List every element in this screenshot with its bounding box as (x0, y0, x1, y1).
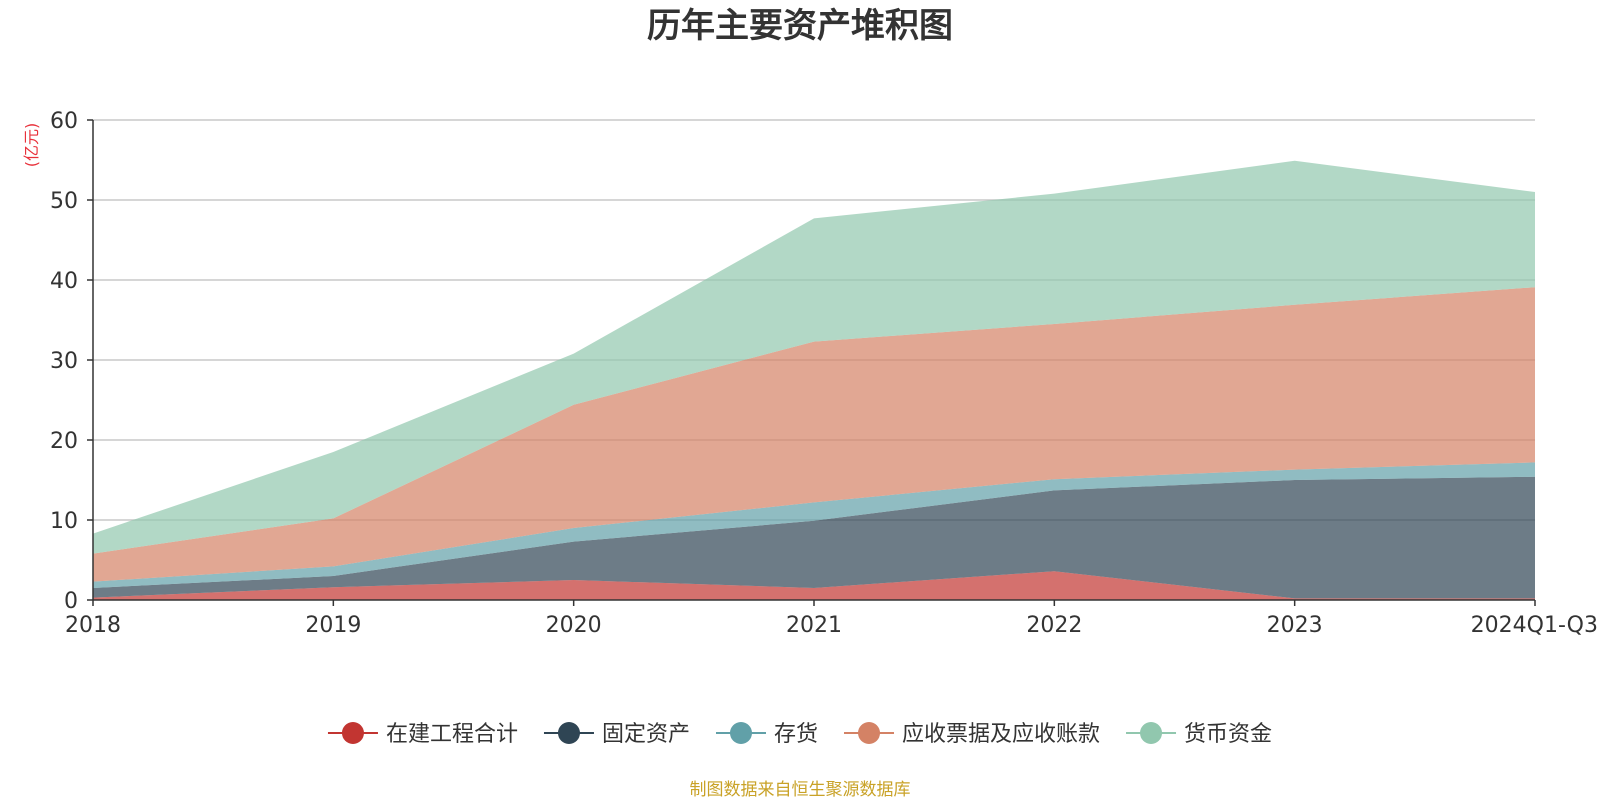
x-tick-label: 2024Q1-Q3 (1471, 613, 1598, 638)
y-tick-label: 10 (50, 509, 78, 534)
x-tick-label: 2023 (1267, 613, 1323, 638)
legend-dot-marker (1140, 722, 1163, 744)
y-axis-unit-label: (亿元) (22, 123, 41, 168)
source-note: 制图数据来自恒生聚源数据库 (690, 780, 911, 800)
legend: 在建工程合计 固定资产 存货 应收票据及应收账款 货币资金 (327, 722, 1272, 747)
x-tick-label: 2019 (305, 613, 361, 638)
y-tick-label: 20 (50, 429, 78, 454)
legend-dot-marker (341, 722, 364, 744)
legend-dot-marker (729, 722, 752, 744)
legend-item-2: 固定资产 (543, 722, 690, 747)
y-tick-label: 0 (64, 589, 78, 614)
area-series-4 (93, 287, 1535, 582)
legend-item-5: 货币资金 (1126, 722, 1272, 747)
legend-label: 货币资金 (1184, 722, 1272, 747)
x-tick-label: 2022 (1026, 613, 1082, 638)
y-tick-label: 60 (50, 109, 78, 134)
area-series-5 (93, 160, 1535, 554)
area-series-group (93, 160, 1535, 600)
legend-item-3: 存货 (715, 722, 818, 747)
x-tick-label: 2020 (546, 613, 602, 638)
x-tick-label: 2021 (786, 613, 842, 638)
y-tick-label: 50 (50, 189, 78, 214)
legend-item-1: 在建工程合计 (327, 722, 518, 747)
y-tick-label: 30 (50, 349, 78, 374)
x-tick-label: 2018 (65, 613, 121, 638)
legend-label: 应收票据及应收账款 (902, 722, 1100, 747)
legend-label: 固定资产 (602, 722, 690, 747)
legend-label: 在建工程合计 (386, 722, 518, 747)
legend-label: 存货 (774, 722, 818, 747)
y-tick-label: 40 (50, 269, 78, 294)
legend-item-4: 应收票据及应收账款 (844, 722, 1100, 747)
axes: 0 10 20 30 40 50 60 2018 2019 2020 2021 2022 2023 202… (50, 109, 1598, 638)
area-series-1 (93, 571, 1535, 600)
chart-title: 历年主要资产堆积图 (647, 6, 953, 46)
area-series-3 (93, 462, 1535, 588)
area-series-2 (93, 476, 1535, 599)
legend-dot-marker (858, 722, 881, 744)
legend-dot-marker (557, 722, 580, 744)
